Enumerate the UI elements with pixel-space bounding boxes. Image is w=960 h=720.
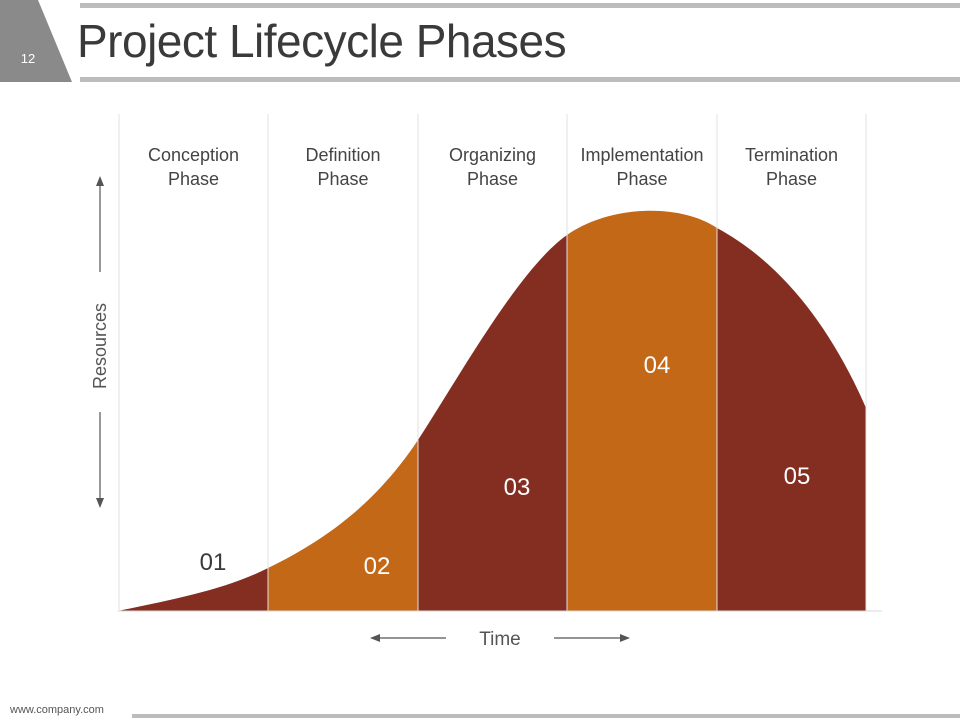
title-underline-bar [80,77,960,82]
phase-area-01 [118,210,268,611]
phase-label-04: Implementation Phase [580,145,703,189]
arrow-down-icon [96,498,104,508]
phase-number-02: 02 [364,553,391,580]
phase-label-02: Definition Phase [305,145,380,189]
phase-label-01: Conception Phase [148,145,239,189]
phase-number-03: 03 [504,474,531,501]
phase-area-03 [418,210,567,611]
arrow-up-icon [96,176,104,186]
y-axis-label: Resources [90,303,110,389]
slide-number-tab [0,0,72,82]
phase-number-04: 04 [644,352,671,379]
footer-bar [132,714,960,718]
phase-number-05: 05 [784,463,811,490]
page-title: Project Lifecycle Phases [77,15,567,67]
top-decor-bar [80,3,960,8]
arrow-left-icon [370,634,380,642]
footer-url: www.company.com [10,704,104,716]
x-axis-label: Time [479,629,521,650]
phase-number-01: 01 [200,549,227,576]
slide-number: 12 [20,51,36,66]
phase-label-03: Organizing Phase [449,145,536,189]
phase-area-04 [567,210,717,611]
arrow-right-icon [620,634,630,642]
phase-label-05: Termination Phase [745,145,838,189]
phase-area-05 [717,210,866,611]
phase-area-02 [268,210,418,611]
